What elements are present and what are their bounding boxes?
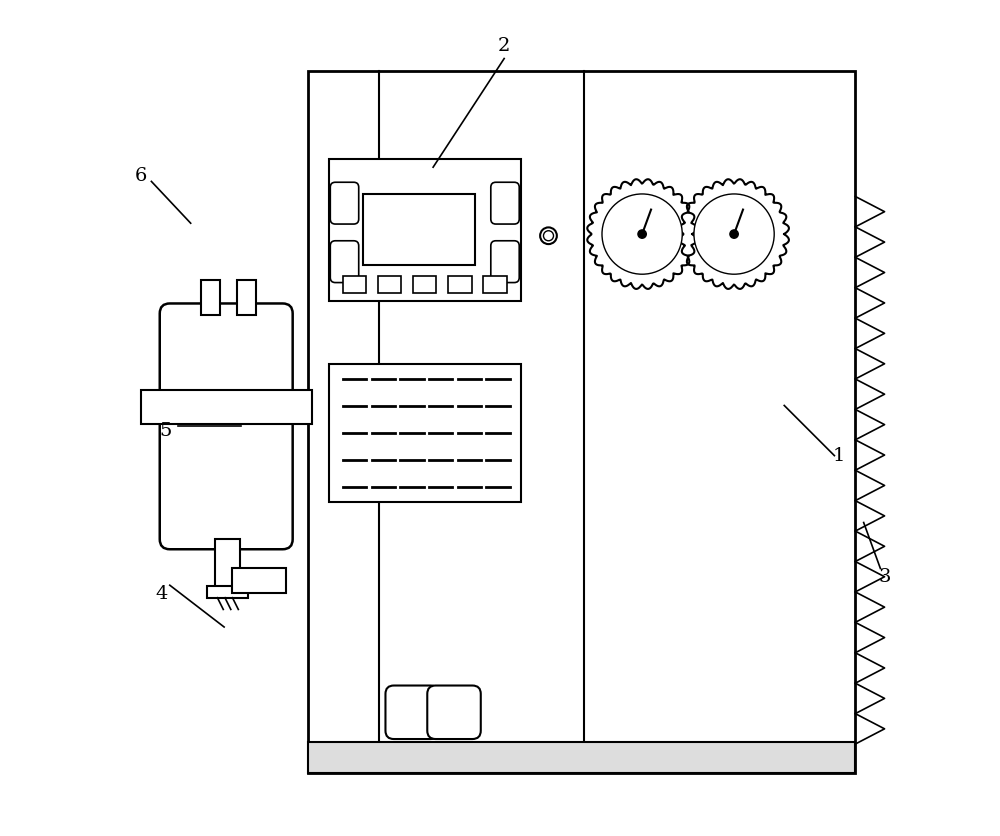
Text: 4: 4 bbox=[155, 584, 168, 603]
Bar bbox=[329, 159, 521, 301]
FancyBboxPatch shape bbox=[491, 241, 519, 283]
Bar bbox=[232, 568, 286, 593]
Bar bbox=[343, 276, 366, 293]
FancyBboxPatch shape bbox=[330, 241, 359, 283]
Bar bbox=[329, 364, 521, 502]
Bar bbox=[201, 280, 220, 315]
Bar bbox=[363, 195, 475, 266]
Bar bbox=[308, 742, 855, 773]
Bar bbox=[308, 71, 855, 773]
FancyBboxPatch shape bbox=[160, 303, 293, 549]
Bar bbox=[378, 276, 401, 293]
Text: 6: 6 bbox=[134, 166, 147, 185]
Bar bbox=[215, 539, 240, 588]
Circle shape bbox=[602, 194, 682, 274]
Bar bbox=[207, 586, 248, 598]
FancyBboxPatch shape bbox=[427, 686, 481, 739]
Text: 1: 1 bbox=[832, 446, 845, 465]
Circle shape bbox=[730, 230, 738, 238]
Circle shape bbox=[694, 194, 774, 274]
FancyBboxPatch shape bbox=[330, 182, 359, 224]
Bar bbox=[237, 280, 256, 315]
Text: 2: 2 bbox=[498, 37, 510, 55]
FancyBboxPatch shape bbox=[385, 686, 439, 739]
Text: 3: 3 bbox=[878, 568, 891, 586]
Text: 5: 5 bbox=[159, 421, 172, 440]
FancyBboxPatch shape bbox=[491, 182, 519, 224]
Bar bbox=[448, 276, 472, 293]
Circle shape bbox=[540, 227, 557, 244]
Circle shape bbox=[543, 231, 554, 241]
Bar bbox=[141, 390, 312, 424]
Bar bbox=[413, 276, 436, 293]
Circle shape bbox=[638, 230, 646, 238]
Bar bbox=[483, 276, 507, 293]
